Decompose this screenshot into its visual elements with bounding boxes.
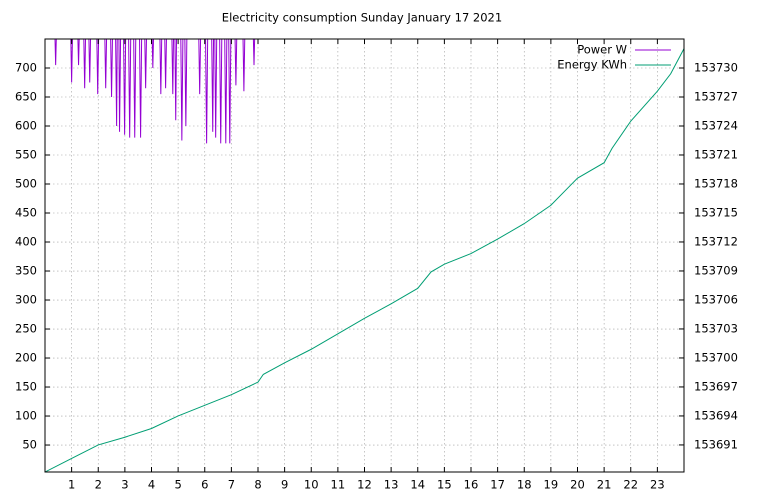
- x-tick-label: 17: [490, 478, 505, 492]
- y-tick-label: 200: [15, 351, 37, 365]
- y-tick-label: 100: [15, 409, 37, 423]
- x-tick-label: 21: [597, 478, 612, 492]
- x-tick-label: 7: [228, 478, 235, 492]
- y2-tick-label: 153712: [694, 234, 738, 248]
- y2-tick-label: 153709: [694, 263, 738, 277]
- y-tick-label: 500: [15, 177, 37, 191]
- x-tick-label: 1: [68, 478, 75, 492]
- x-tick-label: 6: [201, 478, 208, 492]
- x-tick-label: 10: [304, 478, 319, 492]
- x-tick-label: 19: [544, 478, 559, 492]
- y-tick-label: 150: [15, 380, 37, 394]
- y-tick-label: 250: [15, 322, 37, 336]
- x-tick-label: 14: [410, 478, 425, 492]
- series-line: [45, 48, 684, 472]
- y-tick-label: 300: [15, 293, 37, 307]
- y2-tick-label: 153730: [694, 60, 738, 74]
- y2-tick-label: 153697: [694, 379, 738, 393]
- y2-tick-label: 153691: [694, 437, 738, 451]
- y2-tick-label: 153718: [694, 176, 738, 190]
- x-tick-label: 20: [570, 478, 585, 492]
- y-tick-label: 350: [15, 264, 37, 278]
- y2-tick-label: 153700: [694, 350, 738, 364]
- x-tick-label: 15: [437, 478, 452, 492]
- y-tick-label: 550: [15, 148, 37, 162]
- x-tick-label: 9: [281, 478, 288, 492]
- x-tick-label: 23: [650, 478, 665, 492]
- x-tick-label: 12: [357, 478, 372, 492]
- x-tick-label: 22: [623, 478, 638, 492]
- x-tick-label: 11: [331, 478, 346, 492]
- y-tick-label: 700: [15, 61, 37, 75]
- legend-label: Power W: [577, 43, 627, 57]
- x-tick-label: 16: [464, 478, 479, 492]
- x-tick-label: 5: [174, 478, 181, 492]
- x-tick-label: 8: [254, 478, 261, 492]
- plot-area: [45, 39, 684, 472]
- legend-label: Energy KWh: [557, 58, 627, 72]
- y2-tick-label: 153721: [694, 147, 738, 161]
- y-tick-label: 50: [22, 438, 37, 452]
- y2-tick-label: 153703: [694, 321, 738, 335]
- y-tick-label: 650: [15, 90, 37, 104]
- y-tick-label: 600: [15, 119, 37, 133]
- x-tick-label: 4: [148, 478, 155, 492]
- x-tick-label: 18: [517, 478, 532, 492]
- y2-tick-label: 153724: [694, 118, 738, 132]
- y2-tick-label: 153706: [694, 292, 738, 306]
- y-tick-label: 450: [15, 206, 37, 220]
- x-tick-label: 3: [121, 478, 128, 492]
- x-tick-label: 13: [384, 478, 399, 492]
- y2-tick-label: 153694: [694, 408, 738, 422]
- y-tick-label: 400: [15, 235, 37, 249]
- x-tick-label: 2: [95, 478, 102, 492]
- grid: [45, 39, 684, 472]
- chart-title: Electricity consumption Sunday January 1…: [222, 11, 502, 25]
- y2-tick-label: 153727: [694, 89, 738, 103]
- y2-tick-label: 153715: [694, 205, 738, 219]
